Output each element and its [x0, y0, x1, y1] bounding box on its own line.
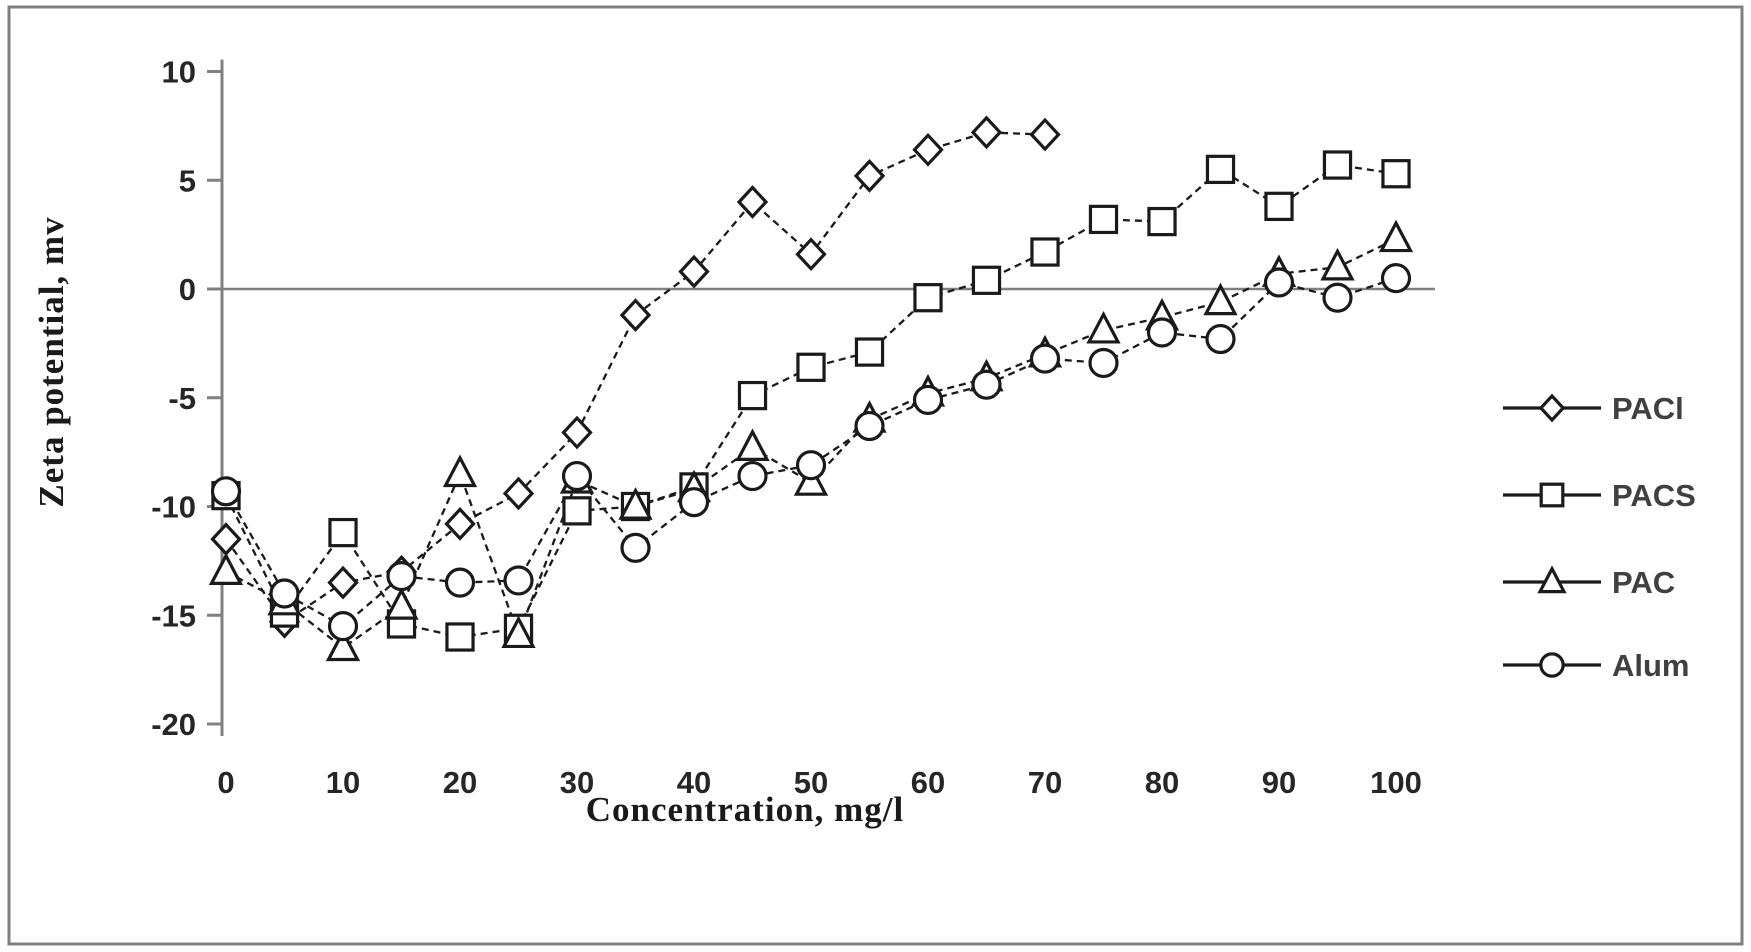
marker-Alum [269, 578, 300, 609]
x-tick-label: 90 [1262, 765, 1296, 800]
marker-PACS [854, 337, 885, 367]
marker-Alum [1263, 267, 1295, 298]
marker-PACS [328, 517, 358, 548]
marker-Alum [620, 532, 651, 563]
marker-PAC [501, 615, 536, 649]
x-tick-label: 100 [1370, 765, 1422, 800]
marker-PACl [795, 237, 827, 272]
marker-Alum [737, 460, 768, 492]
x-tick-label: 40 [677, 765, 711, 800]
marker-PACS [1147, 206, 1177, 237]
marker-PACl [736, 185, 769, 219]
marker-PACl [444, 507, 476, 541]
y-tick-label: 5 [179, 163, 196, 198]
marker-PACS [562, 496, 592, 526]
marker-PAC [325, 628, 361, 662]
marker-PACS [1088, 204, 1119, 235]
series-line-Alum [225, 277, 1397, 628]
legend-marker-PACS [1539, 482, 1565, 508]
y-tick-label: 0 [179, 272, 196, 307]
x-axis-title: Concentration, mg/l [585, 790, 905, 829]
marker-PACS [1381, 159, 1411, 189]
y-tick-label: -15 [151, 598, 196, 633]
marker-PAC [1378, 219, 1414, 253]
marker-Alum [971, 369, 1002, 400]
x-tick-label: 0 [217, 765, 234, 800]
marker-Alum [1205, 323, 1236, 355]
marker-PACl [327, 565, 359, 600]
marker-PACS [1264, 191, 1294, 222]
y-tick-label: 10 [162, 55, 196, 90]
marker-PACS [913, 283, 943, 313]
legend-label-PAC: PAC [1612, 565, 1675, 600]
legend-marker-PACl [1538, 393, 1566, 423]
x-tick-label: 60 [911, 765, 945, 800]
marker-PAC [1086, 310, 1121, 344]
x-tick-label: 20 [443, 765, 477, 800]
marker-Alum [1029, 343, 1061, 374]
series-line-PAC [225, 237, 1397, 650]
marker-PACS [796, 352, 826, 382]
marker-Alum [795, 450, 827, 481]
marker-PAC [442, 454, 478, 488]
marker-Alum [210, 476, 242, 507]
legend-label-PACl: PACl [1612, 391, 1684, 426]
marker-Alum [1146, 317, 1178, 348]
marker-PACl [1029, 117, 1061, 152]
marker-PACS [1322, 150, 1353, 180]
marker-Alum [854, 410, 885, 442]
marker-PACl [619, 298, 652, 332]
marker-PACl [853, 159, 886, 193]
marker-Alum [503, 565, 534, 596]
marker-Alum [1322, 282, 1353, 313]
marker-PAC [618, 487, 653, 520]
x-tick-label: 50 [794, 765, 828, 800]
marker-Alum [327, 611, 359, 642]
marker-PACl [678, 254, 710, 289]
y-tick-label: -20 [151, 707, 196, 742]
marker-PACS [1030, 237, 1060, 267]
marker-PAC [1203, 282, 1238, 316]
marker-PACl [502, 476, 535, 511]
marker-PACl [912, 132, 944, 167]
marker-Alum [678, 487, 710, 518]
marker-Alum [1088, 347, 1119, 379]
legend-marker-Alum [1539, 652, 1565, 678]
marker-PACS [445, 622, 475, 652]
y-tick-label: -5 [168, 381, 196, 416]
y-tick-label: -10 [151, 490, 196, 525]
marker-PACS [971, 265, 1002, 295]
marker-PACl [561, 415, 593, 450]
legend-label-Alum: Alum [1612, 648, 1690, 683]
x-tick-label: 30 [560, 765, 594, 800]
marker-PAC [208, 552, 244, 585]
x-tick-label: 70 [1028, 765, 1062, 800]
marker-PACl [970, 115, 1003, 150]
figure-border [7, 5, 1744, 946]
legend-label-PACS: PACS [1612, 478, 1696, 513]
marker-PACl [210, 522, 242, 556]
marker-PACS [1205, 154, 1236, 185]
x-tick-label: 10 [326, 765, 360, 800]
y-axis-title: Zeta potential, mv [32, 216, 71, 508]
legend-marker-PAC [1537, 565, 1567, 594]
marker-PAC [793, 463, 829, 496]
marker-PACS [737, 380, 768, 411]
marker-Alum [1380, 263, 1412, 294]
marker-Alum [561, 460, 593, 492]
marker-PAC [384, 587, 419, 620]
marker-PAC [1320, 247, 1355, 281]
marker-Alum [444, 567, 476, 598]
marker-PAC [735, 428, 770, 461]
marker-Alum [386, 561, 417, 592]
marker-Alum [912, 384, 944, 416]
x-tick-label: 80 [1145, 765, 1179, 800]
